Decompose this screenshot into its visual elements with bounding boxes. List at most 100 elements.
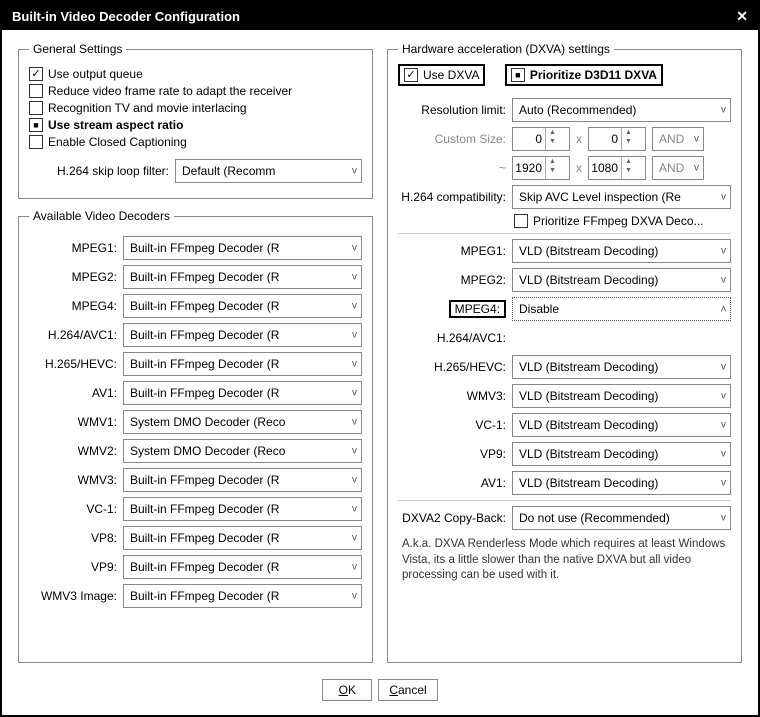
copyback-select[interactable]: Do not use (Recommended) v: [512, 506, 731, 530]
max-width-input[interactable]: [513, 161, 545, 175]
decoder-label: WMV3:: [29, 473, 117, 487]
ok-button[interactable]: OK: [322, 679, 372, 701]
cs-logic-select[interactable]: ANDv: [652, 127, 704, 151]
decoder-select[interactable]: System DMO Decoder (Reco v: [123, 439, 362, 463]
checkbox-prioritize-d3d11[interactable]: [511, 68, 525, 82]
label-use-dxva: Use DXVA: [423, 68, 479, 82]
decoder-select[interactable]: Built-in FFmpeg Decoder (Rv: [123, 236, 362, 260]
left-column: General Settings Use output queue Reduce…: [18, 42, 373, 663]
copyback-note: A.k.a. DXVA Renderless Mode which requir…: [398, 535, 731, 584]
hw-codec-label: MPEG4:: [398, 302, 506, 316]
hw-codec-row: AV1:VLD (Bitstream Decoding)v: [398, 471, 731, 495]
hw-codec-label: MPEG2:: [398, 273, 506, 287]
row-closed-caption[interactable]: Enable Closed Captioning: [29, 135, 362, 149]
decoder-label: VP8:: [29, 531, 117, 545]
row-prioritize-ffmpeg[interactable]: Prioritize FFmpeg DXVA Deco...: [514, 214, 731, 228]
custom-width-spinner[interactable]: ▲▼: [512, 127, 570, 151]
hw-codec-value: VLD (Bitstream Decoding): [519, 244, 658, 258]
decoder-select[interactable]: Built-in FFmpeg Decoder (Rv: [123, 497, 362, 521]
available-decoders-group: Available Video Decoders MPEG1:Built-in …: [18, 209, 373, 663]
decoder-label: AV1:: [29, 386, 117, 400]
custom-width-input[interactable]: [513, 132, 545, 146]
copyback-value: Do not use (Recommended): [519, 511, 670, 525]
decoder-select[interactable]: Built-in FFmpeg Decoder (R v: [123, 265, 362, 289]
chevron-up-icon: ʌ: [721, 304, 726, 315]
decoder-value: Built-in FFmpeg Decoder (R: [130, 328, 279, 342]
hw-codec-row: MPEG2: VLD (Bitstream Decoding)v: [398, 268, 731, 292]
row-use-dxva[interactable]: Use DXVA: [404, 68, 479, 82]
hardware-accel-group: Hardware acceleration (DXVA) settings Us…: [387, 42, 742, 663]
hw-codec-select[interactable]: DisableʌDisableVLD (Bitstream Decoding): [512, 297, 731, 321]
chevron-down-icon: v: [352, 272, 357, 283]
chevron-down-icon: v: [352, 475, 357, 486]
hw-codec-value: VLD (Bitstream Decoding): [519, 447, 658, 461]
decoder-select[interactable]: Built-in FFmpeg Decoder (Rv: [123, 468, 362, 492]
row-stream-aspect[interactable]: Use stream aspect ratio: [29, 118, 362, 132]
decoders-legend: Available Video Decoders: [29, 209, 174, 223]
checkbox-output-queue[interactable]: [29, 67, 43, 81]
hw-codec-label: VC-1:: [398, 418, 506, 432]
row-prioritize-d3d11[interactable]: Prioritize D3D11 DXVA: [511, 68, 657, 82]
decoder-select[interactable]: Built-in FFmpeg Decoder (Rv: [123, 584, 362, 608]
chevron-down-icon: v: [721, 420, 726, 431]
hw-legend: Hardware acceleration (DXVA) settings: [398, 42, 614, 56]
copyback-label: DXVA2 Copy-Back:: [398, 511, 506, 525]
decoder-select[interactable]: Built-in FFmpeg Decoder (Rv: [123, 555, 362, 579]
decoder-value: System DMO Decoder (Reco: [130, 415, 285, 429]
decoder-row: VC-1: Built-in FFmpeg Decoder (Rv: [29, 497, 362, 521]
hw-codec-select[interactable]: VLD (Bitstream Decoding)v: [512, 384, 731, 408]
chevron-down-icon: v: [352, 504, 357, 515]
checkbox-use-dxva[interactable]: [404, 68, 418, 82]
cancel-button[interactable]: Cancel: [378, 679, 437, 701]
decoder-select[interactable]: Built-in FFmpeg Decoder (Rv: [123, 526, 362, 550]
x-label-2: x: [576, 161, 582, 175]
decoder-select[interactable]: Built-in FFmpeg Decoder (Rv: [123, 294, 362, 318]
max-logic-select[interactable]: ANDv: [652, 156, 704, 180]
res-limit-select[interactable]: Auto (Recommended) v: [512, 98, 731, 122]
hw-codec-select[interactable]: VLD (Bitstream Decoding)v: [512, 239, 731, 263]
skip-loop-select[interactable]: Default (Recomm v: [175, 159, 362, 183]
decoder-row: VP9:Built-in FFmpeg Decoder (Rv: [29, 555, 362, 579]
hw-codec-select[interactable]: VLD (Bitstream Decoding) v: [512, 355, 731, 379]
decoder-row: WMV1:System DMO Decoder (Recov: [29, 410, 362, 434]
decoder-select[interactable]: Built-in FFmpeg Decoder (Rv: [123, 323, 362, 347]
hw-codec-select[interactable]: VLD (Bitstream Decoding)v: [512, 442, 731, 466]
hw-codec-select[interactable]: VLD (Bitstream Decoding)v: [512, 413, 731, 437]
decoder-label: MPEG4:: [29, 299, 117, 313]
decoder-row: MPEG2:Built-in FFmpeg Decoder (Rv: [29, 265, 362, 289]
max-height-input[interactable]: [589, 161, 621, 175]
decoder-label: WMV2:: [29, 444, 117, 458]
chevron-down-icon: v: [721, 362, 726, 373]
checkbox-recognition-tv[interactable]: [29, 101, 43, 115]
row-output-queue[interactable]: Use output queue: [29, 67, 362, 81]
hw-codec-select[interactable]: VLD (Bitstream Decoding)v: [512, 471, 731, 495]
hw-codec-select[interactable]: VLD (Bitstream Decoding)v: [512, 268, 731, 292]
row-reduce-framerate[interactable]: Reduce video frame rate to adapt the rec…: [29, 84, 362, 98]
decoder-value: System DMO Decoder (Reco: [130, 444, 285, 458]
right-column: Hardware acceleration (DXVA) settings Us…: [387, 42, 742, 663]
decoder-select[interactable]: System DMO Decoder (Recov: [123, 410, 362, 434]
decoder-select[interactable]: Built-in FFmpeg Decoder (Rv: [123, 352, 362, 376]
custom-height-input[interactable]: [589, 132, 621, 146]
close-icon[interactable]: ✕: [736, 8, 748, 25]
checkbox-stream-aspect[interactable]: [29, 118, 43, 132]
chevron-down-icon: v: [352, 591, 357, 602]
chevron-down-icon: v: [352, 446, 357, 457]
checkbox-reduce-framerate[interactable]: [29, 84, 43, 98]
prioritize-d3d11-box: Prioritize D3D11 DXVA: [505, 64, 663, 86]
max-width-spinner[interactable]: ▲▼: [512, 156, 570, 180]
checkbox-prioritize-ffmpeg[interactable]: [514, 214, 528, 228]
checkbox-closed-caption[interactable]: [29, 135, 43, 149]
custom-height-spinner[interactable]: ▲▼: [588, 127, 646, 151]
tilde-label: ~: [398, 161, 506, 175]
decoder-select[interactable]: Built-in FFmpeg Decoder (Rv: [123, 381, 362, 405]
hw-codec-value: VLD (Bitstream Decoding): [519, 360, 658, 374]
res-limit-label: Resolution limit:: [398, 103, 506, 117]
decoder-value: Built-in FFmpeg Decoder (R: [130, 270, 279, 284]
decoder-label: VC-1:: [29, 502, 117, 516]
decoder-row: AV1: Built-in FFmpeg Decoder (Rv: [29, 381, 362, 405]
max-height-spinner[interactable]: ▲▼: [588, 156, 646, 180]
compat-select[interactable]: Skip AVC Level inspection (Re v: [512, 185, 731, 209]
row-recognition-tv[interactable]: Recognition TV and movie interlacing: [29, 101, 362, 115]
general-legend: General Settings: [29, 42, 126, 56]
